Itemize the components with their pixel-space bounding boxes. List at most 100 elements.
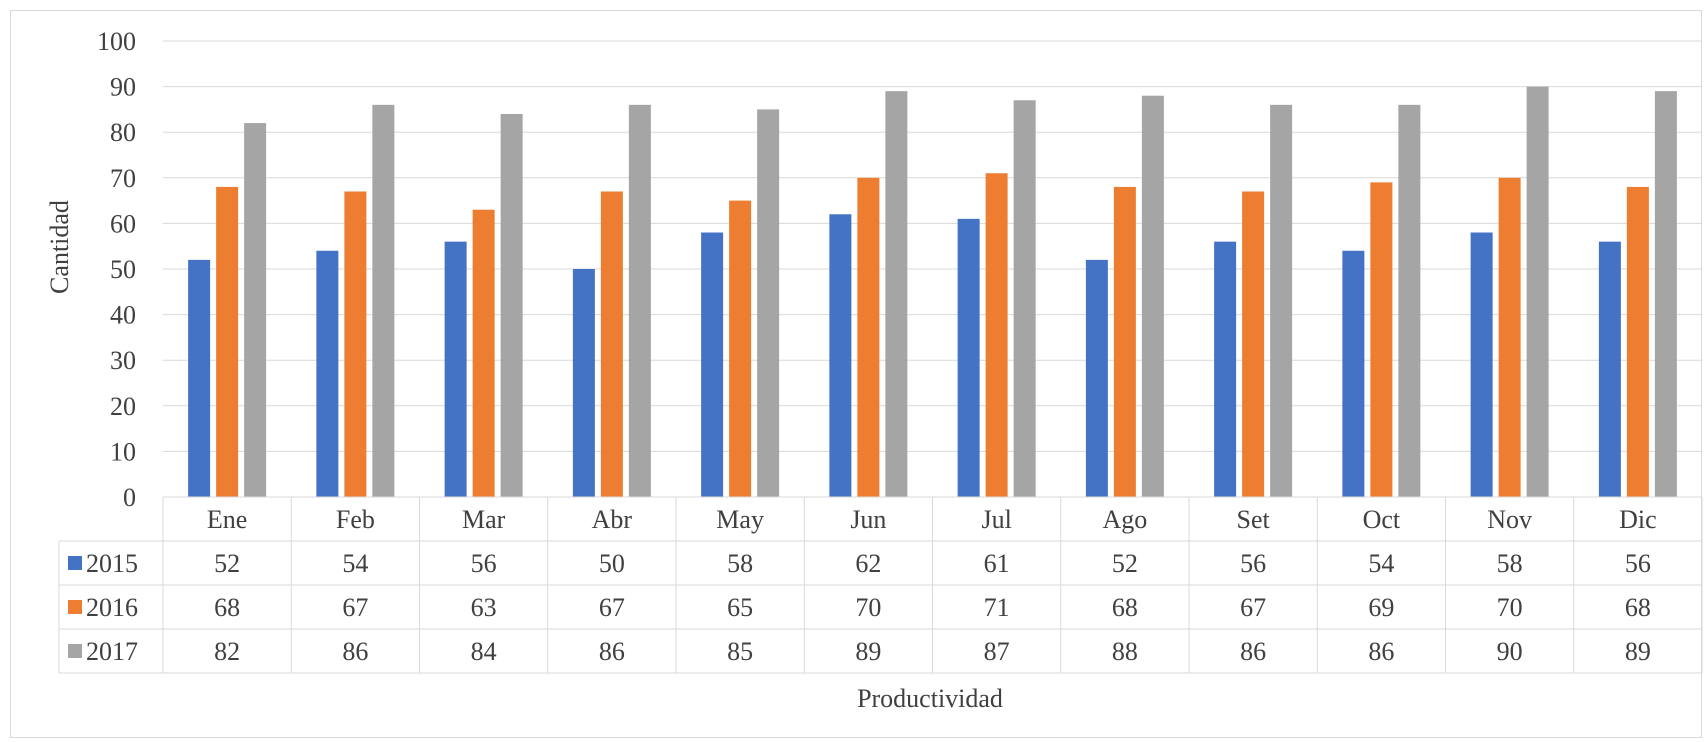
data-label: 63 (471, 593, 497, 622)
data-label: 86 (599, 637, 625, 666)
legend-label-2017: 2017 (86, 637, 138, 666)
legend-label-2015: 2015 (86, 549, 138, 578)
bar-2017-mar (500, 113, 523, 498)
bar-2016-nov (1498, 177, 1521, 498)
gridlines (163, 40, 1702, 452)
data-label: 69 (1368, 593, 1394, 622)
x-tick-label: Ago (1102, 505, 1147, 534)
data-label: 67 (342, 593, 368, 622)
data-label: 82 (214, 637, 240, 666)
data-label: 86 (1368, 637, 1394, 666)
data-table: Ene Feb Mar Abr May Jun Jul Ago Set Oct Nov Dic 2015… (58, 496, 1703, 674)
bar-2015-nov (1470, 232, 1493, 497)
y-tick-label: 100 (97, 27, 136, 56)
y-tick-label: 40 (110, 301, 136, 330)
x-tick-label: Set (1237, 505, 1271, 534)
bar-2017-ene (244, 123, 267, 497)
data-label: 87 (984, 637, 1010, 666)
y-tick-label: 50 (110, 255, 136, 284)
data-label: 86 (1240, 637, 1266, 666)
bar-2017-oct (1398, 104, 1421, 497)
bar-2015-jul (957, 218, 980, 497)
data-label: 65 (727, 593, 753, 622)
x-tick-label: Nov (1487, 505, 1532, 534)
bar-2017-ago (1141, 95, 1164, 497)
y-tick-label: 90 (110, 73, 136, 102)
legend-label-2016: 2016 (86, 593, 138, 622)
bar-2017-jul (1013, 100, 1036, 497)
bar-2017-dic (1654, 91, 1677, 497)
x-tick-label: May (716, 505, 764, 534)
data-label: 56 (471, 549, 497, 578)
data-label: 52 (1112, 549, 1138, 578)
x-tick-label: Ene (207, 505, 247, 534)
bar-2016-ene (216, 186, 239, 498)
data-label: 71 (984, 593, 1010, 622)
bar-2016-set (1242, 191, 1265, 498)
bar-2016-oct (1370, 182, 1393, 498)
data-label: 68 (1625, 593, 1651, 622)
data-label: 56 (1625, 549, 1651, 578)
x-tick-label: Feb (336, 505, 375, 534)
data-label: 88 (1112, 637, 1138, 666)
data-label: 52 (214, 549, 240, 578)
bar-2017-feb (372, 104, 395, 497)
x-tick-label: Oct (1363, 505, 1401, 534)
bar-2015-set (1214, 241, 1237, 497)
data-label: 68 (214, 593, 240, 622)
y-tick-label: 70 (110, 164, 136, 193)
data-label: 58 (1497, 549, 1523, 578)
y-tick-label: 10 (110, 437, 136, 466)
data-label: 70 (1497, 593, 1523, 622)
bar-2017-set (1270, 104, 1293, 497)
y-tick-label: 80 (110, 118, 136, 147)
data-label: 70 (855, 593, 881, 622)
bar-2015-may (701, 232, 724, 497)
y-axis: 0 10 20 30 40 50 60 70 80 90 100 (97, 27, 136, 512)
bar-2017-abr (628, 104, 651, 497)
bar-2016-may (729, 200, 752, 497)
bar-2015-jun (829, 214, 852, 497)
y-tick-label: 20 (110, 392, 136, 421)
bar-2015-feb (316, 250, 339, 497)
data-label: 58 (727, 549, 753, 578)
bar-2015-ago (1085, 259, 1108, 497)
data-label: 90 (1497, 637, 1523, 666)
bar-2017-nov (1526, 86, 1549, 497)
y-tick-label: 0 (123, 483, 136, 512)
bar-2016-abr (600, 191, 623, 498)
bar-2017-may (757, 109, 780, 498)
data-label: 67 (599, 593, 625, 622)
data-label: 84 (471, 637, 497, 666)
bar-2016-dic (1626, 186, 1649, 498)
x-tick-label: Mar (462, 505, 506, 534)
data-label: 54 (1368, 549, 1394, 578)
data-label: 89 (855, 637, 881, 666)
data-label: 67 (1240, 593, 1266, 622)
bar-2015-dic (1598, 241, 1621, 497)
data-label: 85 (727, 637, 753, 666)
bar-2016-mar (472, 209, 495, 497)
legend-swatch-2015 (68, 556, 82, 570)
y-tick-label: 30 (110, 346, 136, 375)
x-axis-label: Productividad (857, 684, 1003, 713)
data-label: 86 (342, 637, 368, 666)
bar-2015-mar (444, 241, 467, 497)
bar-2015-ene (188, 259, 211, 497)
data-label: 50 (599, 549, 625, 578)
x-tick-label: Dic (1619, 505, 1657, 534)
data-label: 56 (1240, 549, 1266, 578)
y-axis-label: Cantidad (45, 200, 74, 294)
x-tick-label: Abr (592, 505, 633, 534)
data-label: 54 (342, 549, 368, 578)
x-tick-label: Jul (981, 505, 1011, 534)
data-label: 68 (1112, 593, 1138, 622)
bar-2016-feb (344, 191, 367, 498)
bar-2016-jul (985, 173, 1008, 498)
data-label: 62 (855, 549, 881, 578)
bar-2017-jun (885, 91, 908, 497)
bar-2015-abr (572, 269, 595, 497)
y-tick-label: 60 (110, 209, 136, 238)
legend-swatch-2016 (68, 600, 82, 614)
